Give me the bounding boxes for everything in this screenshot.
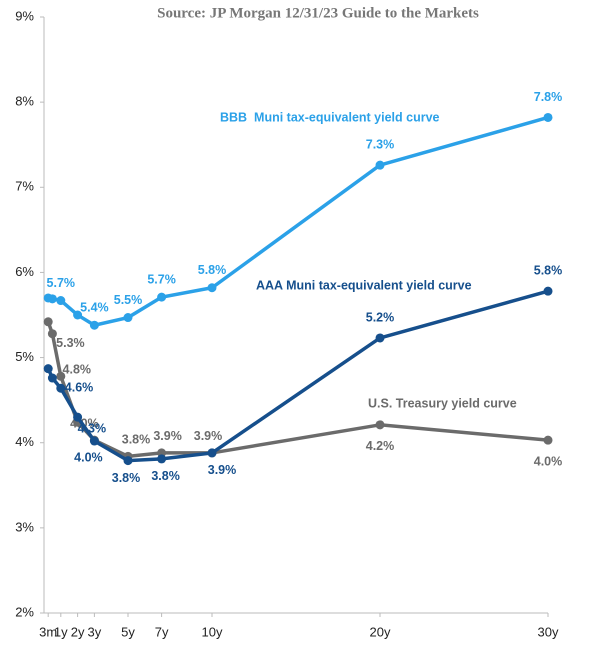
data-point xyxy=(207,448,217,458)
y-tick-label: 8% xyxy=(15,94,34,109)
data-label: 4.6% xyxy=(65,381,94,395)
data-label: 4.3% xyxy=(78,421,107,435)
x-tick-label: 1y xyxy=(54,624,68,639)
y-tick-label: 5% xyxy=(15,349,34,364)
data-label: 5.8% xyxy=(198,263,227,277)
x-tick-label: 10y xyxy=(202,624,223,639)
data-point xyxy=(56,371,66,381)
data-label: 4.0% xyxy=(534,454,563,468)
data-point xyxy=(207,283,217,293)
data-point xyxy=(47,294,57,304)
y-tick-label: 9% xyxy=(15,8,34,23)
data-point xyxy=(157,292,167,302)
data-point xyxy=(56,383,66,393)
x-tick-label: 20y xyxy=(370,624,391,639)
y-tick-label: 6% xyxy=(15,264,34,279)
data-label: 3.9% xyxy=(194,429,223,443)
data-label: 5.5% xyxy=(114,293,143,307)
data-point xyxy=(47,373,57,383)
data-point xyxy=(543,435,553,445)
series-label: AAA Muni tax-equivalent yield curve xyxy=(256,278,472,292)
data-point xyxy=(43,317,53,327)
data-label: 4.2% xyxy=(366,439,395,453)
data-point xyxy=(56,296,66,306)
y-tick-label: 2% xyxy=(15,604,34,619)
data-label: 5.3% xyxy=(56,336,85,350)
data-point xyxy=(89,320,99,330)
data-point xyxy=(123,313,133,323)
series-line xyxy=(46,321,549,459)
data-point xyxy=(89,436,99,446)
series-label: BBB Muni tax-equivalent yield curve xyxy=(220,110,440,124)
x-tick-label: 2y xyxy=(71,624,85,639)
data-label: 5.7% xyxy=(47,276,76,290)
y-tick-label: 7% xyxy=(15,179,34,194)
data-label: 3.9% xyxy=(208,463,237,477)
data-point xyxy=(375,160,385,170)
x-tick-label: 3y xyxy=(88,624,102,639)
data-point xyxy=(73,310,83,320)
x-tick-label: 30y xyxy=(538,624,559,639)
data-point xyxy=(47,329,57,339)
series-label: U.S. Treasury yield curve xyxy=(368,396,517,410)
x-tick-label: 3m xyxy=(39,624,57,639)
series-line xyxy=(46,289,549,463)
data-label: 5.2% xyxy=(366,310,395,324)
y-tick-label: 4% xyxy=(15,434,34,449)
data-label: 4.8% xyxy=(63,363,92,377)
data-label: 7.8% xyxy=(534,90,563,104)
data-label: 4.0% xyxy=(74,450,103,464)
data-label: 5.8% xyxy=(534,263,563,277)
data-point xyxy=(123,456,133,466)
data-point xyxy=(73,412,83,422)
data-label: 3.8% xyxy=(112,471,141,485)
data-point xyxy=(543,286,553,296)
data-point xyxy=(375,420,385,430)
data-label: 5.4% xyxy=(80,301,109,315)
data-label: 3.8% xyxy=(151,469,180,483)
x-tick-label: 7y xyxy=(155,624,169,639)
data-label: 7.3% xyxy=(366,137,395,151)
data-label: 5.7% xyxy=(147,272,176,286)
y-tick-label: 3% xyxy=(15,519,34,534)
chart-title: Source: JP Morgan 12/31/23 Guide to the … xyxy=(157,5,479,21)
data-label: 3.8% xyxy=(122,433,151,447)
data-point xyxy=(43,364,53,374)
data-point xyxy=(543,112,553,122)
data-point xyxy=(157,454,167,464)
data-point xyxy=(375,333,385,343)
data-label: 3.9% xyxy=(153,429,182,443)
x-tick-label: 5y xyxy=(121,624,135,639)
